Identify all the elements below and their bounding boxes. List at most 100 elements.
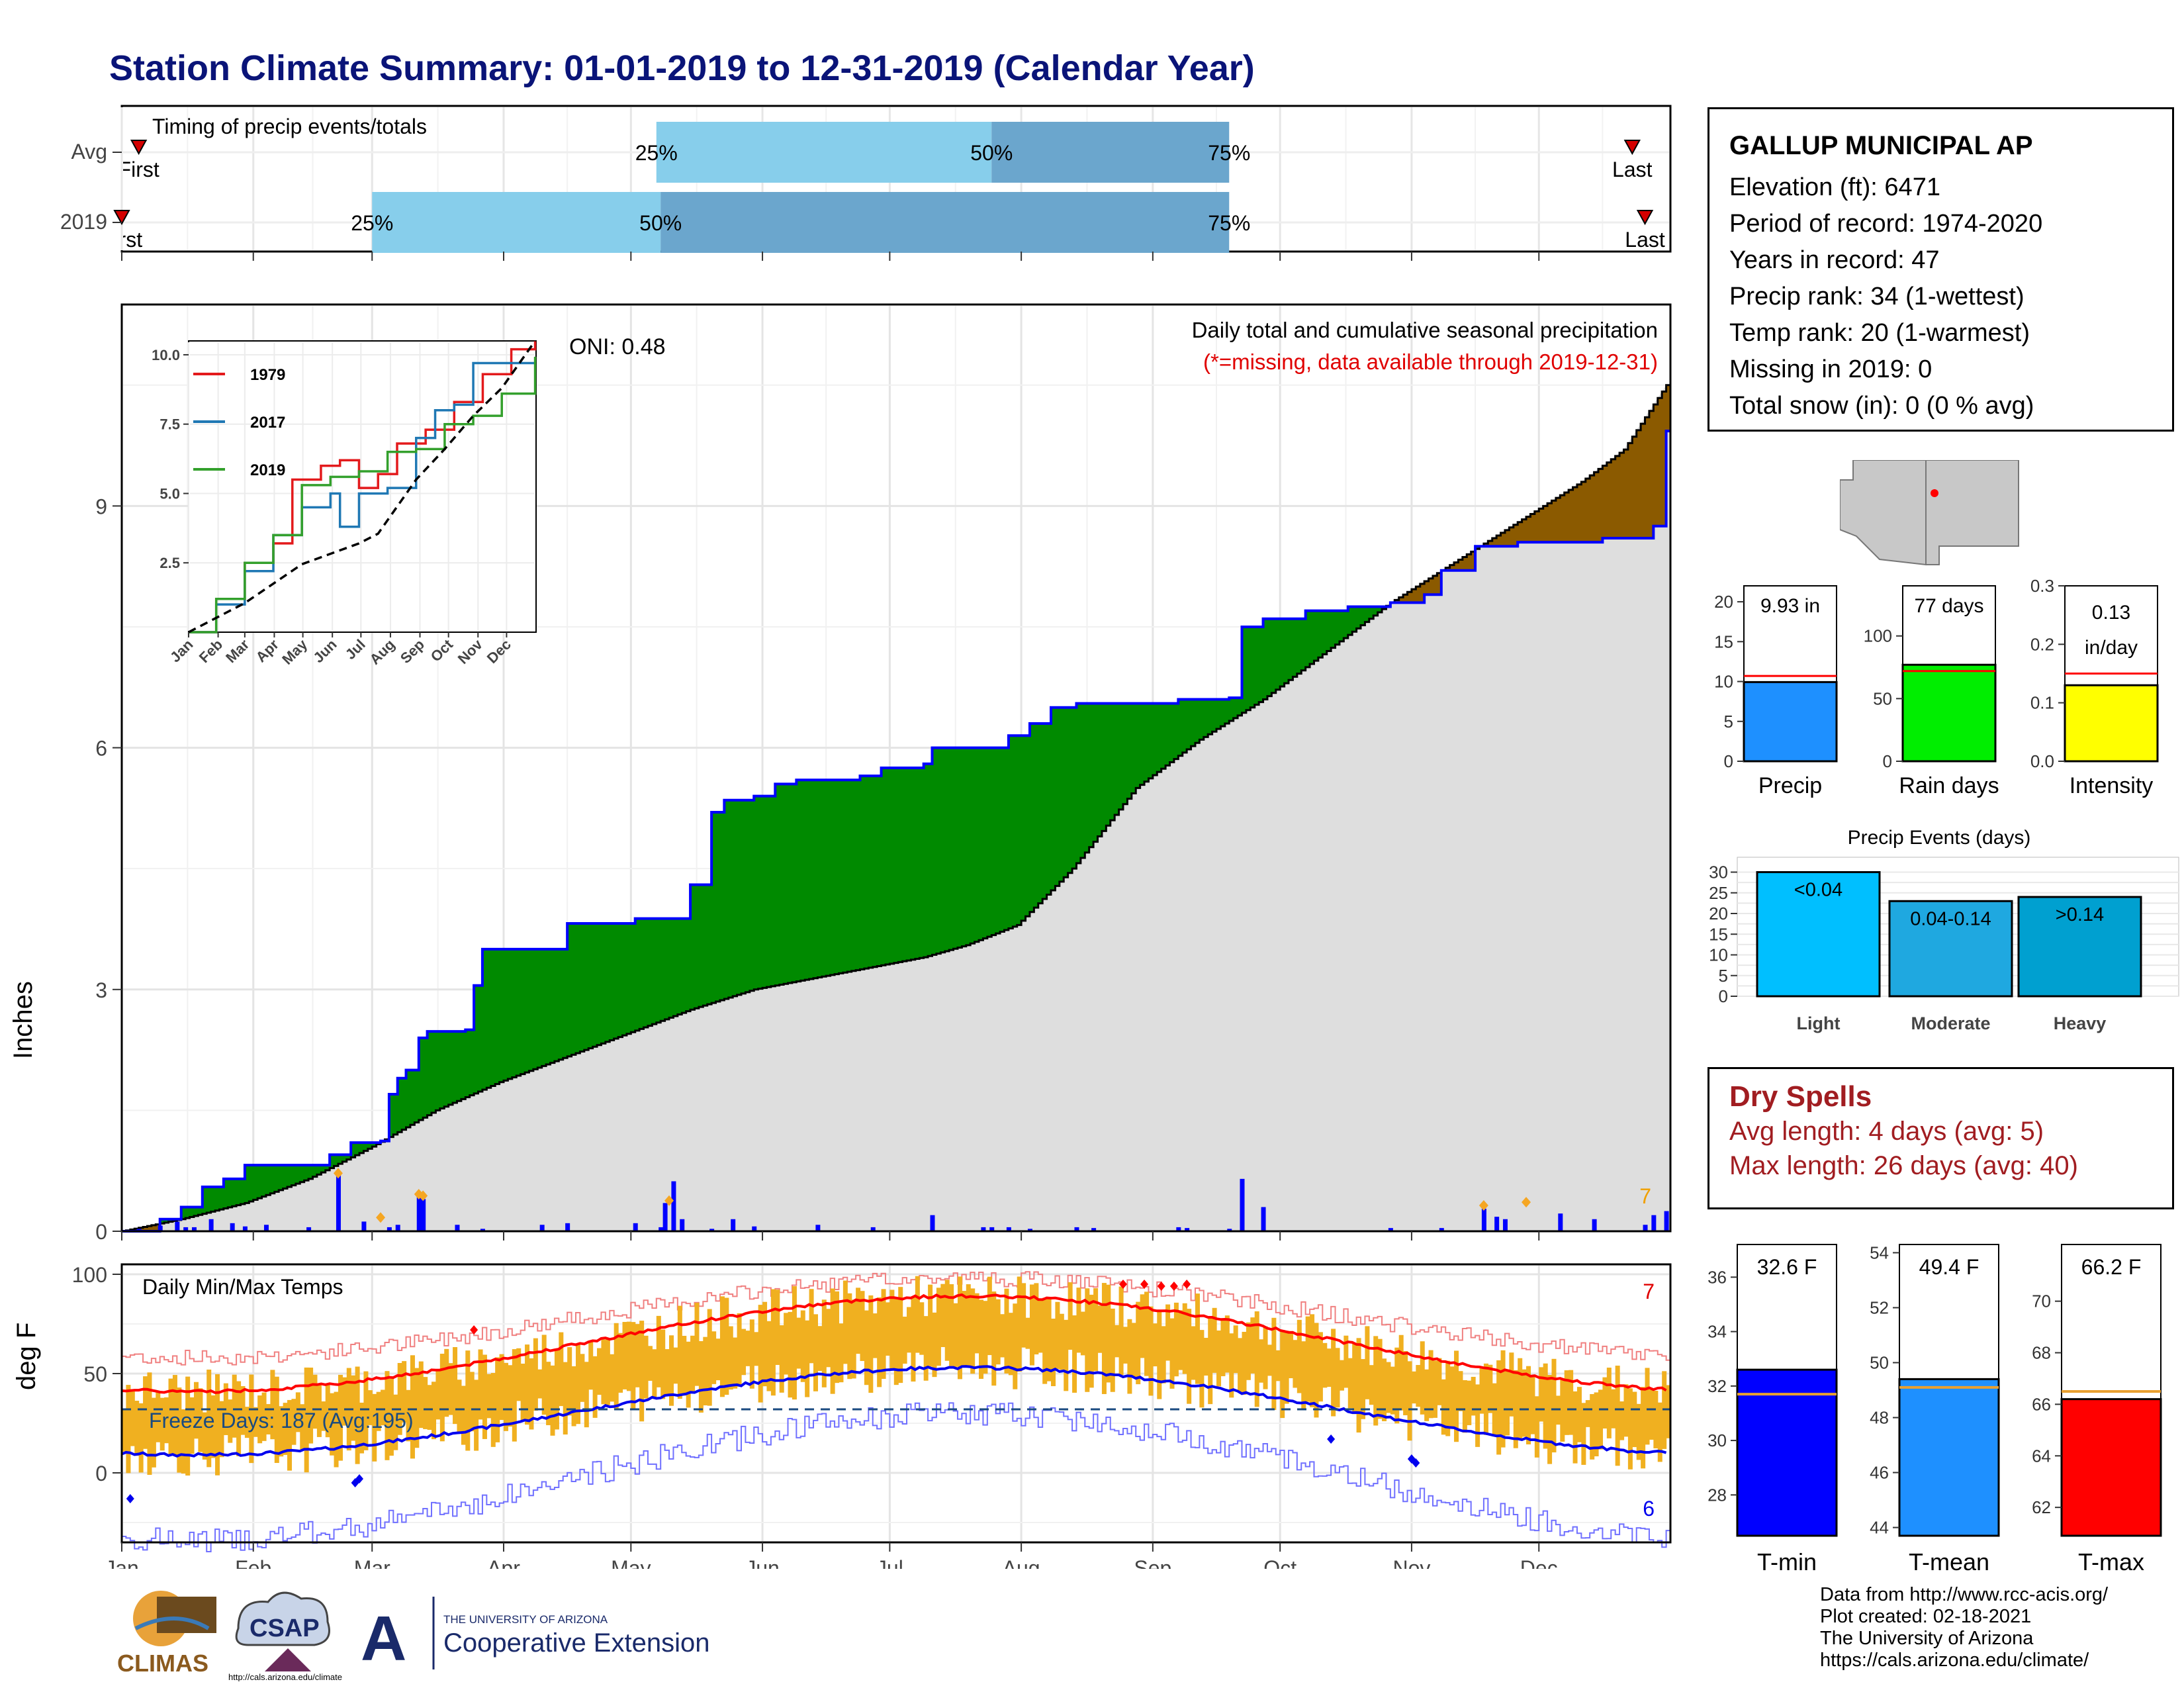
daily-temp-bar — [338, 1374, 343, 1461]
event-bar — [1756, 871, 1881, 998]
daily-temp-bar — [652, 1349, 657, 1399]
daily-temp-bar — [664, 1349, 670, 1397]
daily-temp-bar — [1598, 1389, 1604, 1450]
precip-ytick-label: 9 — [95, 494, 107, 518]
daily-temp-bar — [762, 1301, 768, 1387]
daily-temp-bar — [597, 1348, 602, 1395]
daily-temp-bar — [1365, 1326, 1370, 1399]
month-label: Oct — [1263, 1556, 1297, 1569]
record-low-point — [355, 1474, 364, 1483]
daily-temp-bar — [232, 1374, 237, 1438]
daily-temp-bar — [1530, 1375, 1535, 1434]
record-high-point — [1183, 1280, 1191, 1289]
credit-data-source: Data from http://www.rcc-acis.org/ — [1820, 1584, 2109, 1605]
daily-temp-bar — [733, 1337, 738, 1389]
events-ytick-label: 30 — [1709, 863, 1728, 882]
daily-temp-bar — [1310, 1314, 1315, 1407]
timing-bar-50-75 — [660, 192, 1230, 253]
temp-summary-bar — [2060, 1398, 2162, 1537]
daily-temp-bar — [784, 1313, 789, 1375]
daily-temp-bar — [1089, 1294, 1094, 1388]
daily-temp-bar — [809, 1289, 814, 1364]
daily-temp-bar — [1013, 1303, 1018, 1389]
daily-temp-bar — [355, 1366, 360, 1464]
daily-temp-bar — [1165, 1304, 1171, 1361]
timing-first-label: First — [118, 158, 159, 181]
daily-temp-bar — [1203, 1338, 1208, 1376]
daily-temp-bar — [1326, 1348, 1332, 1387]
avg-cumulative-area — [122, 385, 1670, 1231]
inset-frame — [188, 340, 537, 633]
daily-temp-bar — [330, 1393, 335, 1456]
daily-temp-bar — [388, 1378, 394, 1456]
daily-precip-bar — [1388, 1228, 1393, 1231]
daily-temp-bar — [410, 1355, 415, 1459]
daily-temp-bar — [1271, 1317, 1277, 1410]
daily-temp-bar — [830, 1288, 835, 1394]
timing-label: Timing of precip events/totals — [152, 115, 427, 138]
daily-temp-bar — [1458, 1371, 1463, 1411]
record-high-line — [122, 1271, 1670, 1366]
daily-temp-bar — [448, 1363, 453, 1415]
daily-temp-bar — [1068, 1282, 1073, 1350]
daily-temp-bar — [376, 1391, 381, 1431]
daily-temp-bar — [210, 1395, 216, 1458]
daily-temp-bar — [546, 1362, 551, 1425]
daily-temp-bar — [469, 1372, 475, 1432]
daily-precip-bar — [752, 1226, 757, 1231]
daily-temp-bar — [427, 1385, 432, 1430]
daily-temp-bar — [1475, 1384, 1480, 1447]
daily-precip-bar — [242, 1226, 248, 1231]
daily-temp-bar — [571, 1366, 576, 1427]
daily-temp-bar — [172, 1375, 177, 1456]
daily-temp-bar — [482, 1354, 487, 1439]
timing-bar-50-75 — [991, 122, 1230, 183]
temp-summary-tick-label: 66 — [2032, 1394, 2051, 1414]
daily-temp-bar — [1178, 1310, 1183, 1370]
inset-legend-label: 2019 — [250, 461, 285, 479]
timing-bar-25-50 — [372, 192, 661, 253]
daily-temp-bar — [453, 1347, 458, 1425]
daily-temp-bar — [1611, 1389, 1616, 1429]
month-label: Jan — [105, 1556, 139, 1569]
daily-temp-bar — [1289, 1331, 1294, 1379]
daily-temp-bar — [1522, 1369, 1527, 1437]
daily-temp-bar — [1551, 1358, 1557, 1453]
daily-temp-bar — [257, 1395, 263, 1444]
daily-temp-bar — [342, 1377, 347, 1426]
daily-temp-bar — [495, 1357, 500, 1442]
station-missing: Missing in 2019: 0 — [1729, 355, 1933, 383]
daily-temp-range-bars — [122, 1276, 1671, 1476]
daily-temp-bar — [635, 1324, 640, 1387]
record-high-point — [1118, 1280, 1127, 1289]
precip-ytick-label: 3 — [95, 978, 107, 1002]
daily-temp-bar — [1449, 1366, 1455, 1429]
timing-first-marker — [130, 140, 148, 156]
timing-xticks — [121, 252, 1540, 261]
daily-temp-bar — [1157, 1309, 1162, 1399]
daily-precip-bar — [136, 1229, 142, 1231]
daily-temp-bar — [1526, 1366, 1531, 1444]
daily-precip-bar — [870, 1227, 876, 1231]
daily-temp-bar — [253, 1407, 258, 1437]
daily-temp-bar — [193, 1382, 199, 1439]
daily-temp-bar — [1441, 1379, 1446, 1435]
daily-temp-bar — [928, 1284, 933, 1367]
daily-temp-bar — [686, 1341, 691, 1408]
daily-temp-bar — [847, 1293, 852, 1380]
daily-precip-bar — [1176, 1227, 1181, 1231]
inset-legend-label: 1979 — [250, 366, 285, 384]
ua-coop-ext: Cooperative Extension — [443, 1628, 709, 1658]
temp-summary-tick-label: 28 — [1707, 1485, 1727, 1505]
daily-temp-bar — [325, 1384, 330, 1438]
daily-temp-bar — [1500, 1350, 1506, 1448]
daily-temp-bar — [236, 1381, 242, 1456]
daily-temp-bar — [1424, 1369, 1430, 1421]
daily-temp-bar — [1212, 1307, 1217, 1373]
station-period: Period of record: 1974-2020 — [1729, 210, 2043, 238]
daily-temp-bar — [228, 1399, 233, 1443]
daily-temp-bar — [261, 1392, 267, 1441]
daily-temp-bar — [156, 1391, 161, 1442]
daily-temp-bar — [1564, 1370, 1569, 1435]
